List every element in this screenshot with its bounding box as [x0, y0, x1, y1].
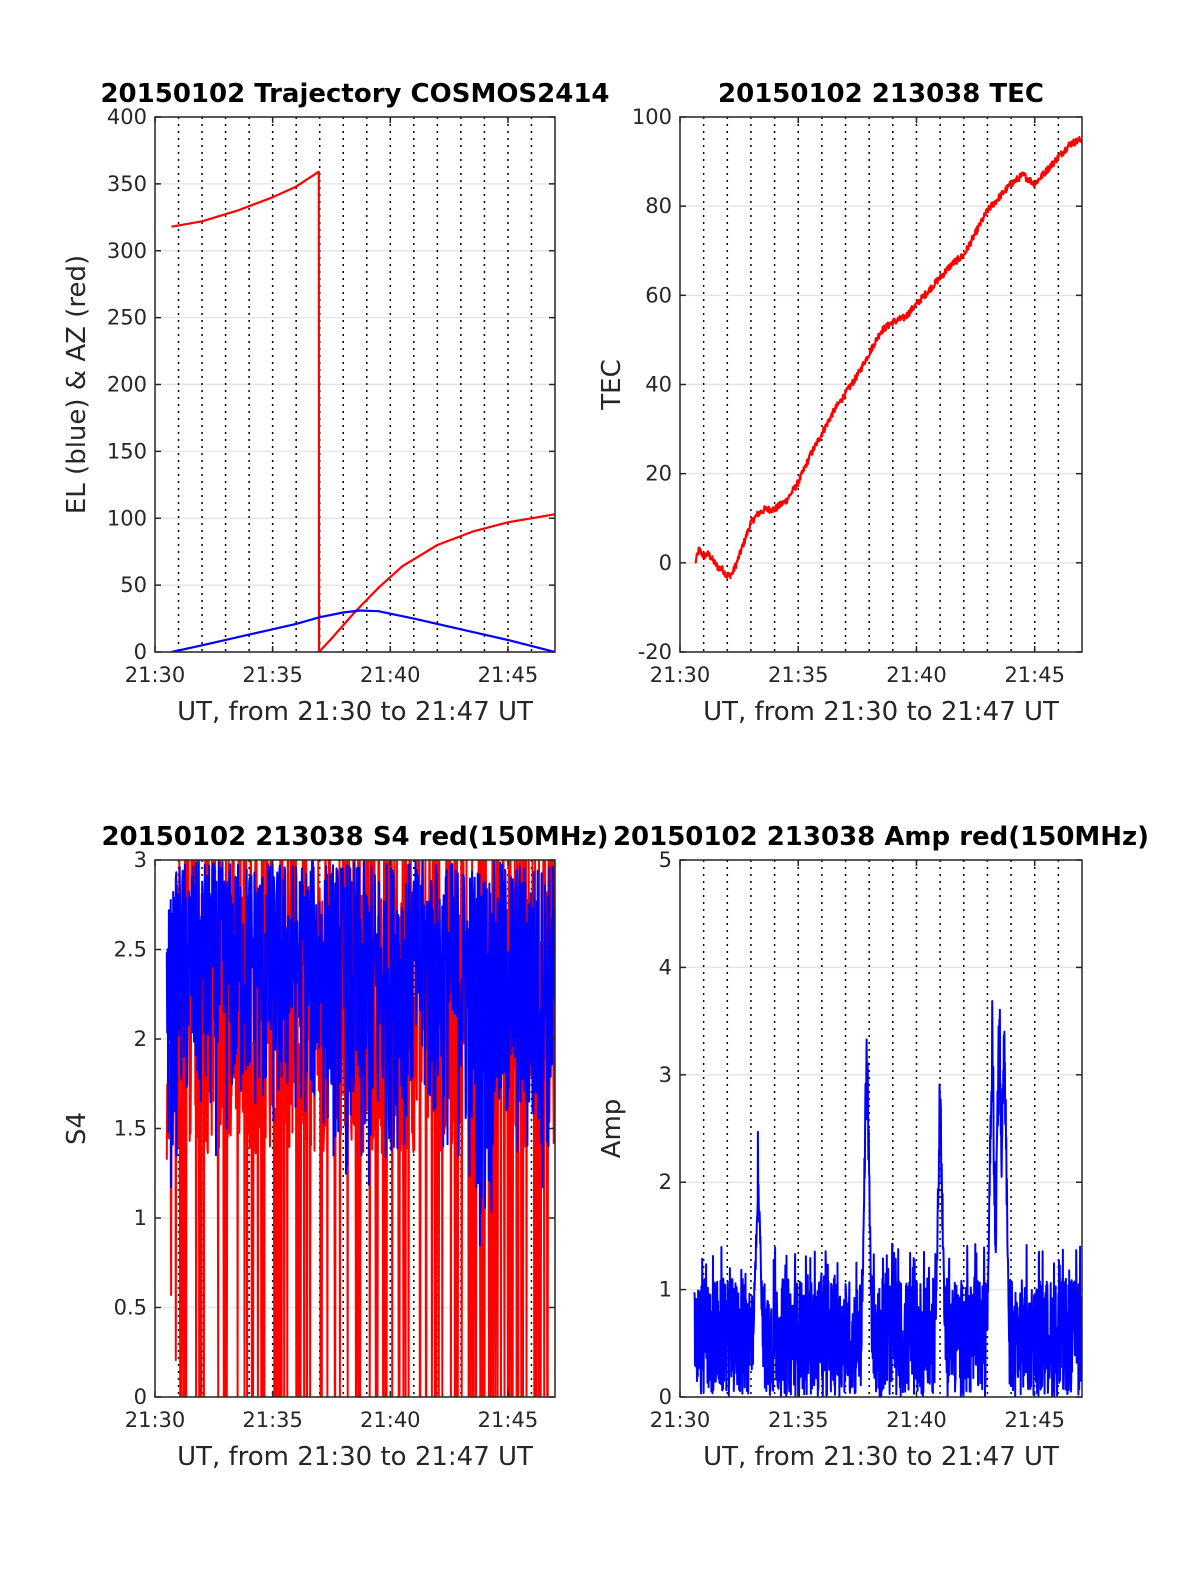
y-tick-label: 100	[107, 506, 147, 530]
y-axis-label: Amp	[597, 1099, 627, 1159]
chart-title: 20150102 213038 TEC	[718, 79, 1044, 109]
y-tick-label: 4	[659, 955, 672, 979]
x-tick-label: 21:30	[125, 663, 186, 687]
y-tick-label: 0	[659, 551, 672, 575]
chart-title: 20150102 213038 S4 red(150MHz)	[101, 822, 608, 852]
y-tick-label: 350	[107, 172, 147, 196]
y-tick-label: 200	[107, 373, 147, 397]
x-tick-label: 21:45	[1004, 1408, 1065, 1432]
y-tick-label: 100	[632, 105, 672, 129]
y-tick-label: 2	[134, 1027, 147, 1051]
y-tick-label: 1.5	[114, 1117, 147, 1141]
chart-title: 20150102 213038 Amp red(150MHz)	[613, 822, 1149, 852]
y-tick-label: 250	[107, 306, 147, 330]
data-layer	[165, 860, 555, 1397]
x-tick-label: 21:45	[478, 663, 539, 687]
x-tick-label: 21:35	[242, 663, 303, 687]
y-axis-label: S4	[62, 1112, 92, 1145]
x-tick-label: 21:35	[242, 1408, 303, 1432]
x-tick-label: 21:45	[478, 1408, 539, 1432]
series-line-1	[165, 860, 555, 1247]
x-tick-label: 21:45	[1004, 663, 1065, 687]
y-tick-label: 150	[107, 439, 147, 463]
data-layer	[694, 135, 1082, 580]
y-tick-label: 0	[659, 1385, 672, 1409]
x-axis-label: UT, from 21:30 to 21:47 UT	[703, 1442, 1059, 1472]
data-layer	[171, 170, 555, 652]
x-axis-label: UT, from 21:30 to 21:47 UT	[703, 697, 1059, 727]
x-tick-label: 21:30	[125, 1408, 186, 1432]
y-tick-label: 1	[659, 1278, 672, 1302]
y-tick-label: 80	[645, 194, 672, 218]
x-tick-label: 21:40	[360, 663, 421, 687]
y-tick-label: 40	[645, 373, 672, 397]
data-layer	[693, 1000, 1082, 1397]
x-axis-label: UT, from 21:30 to 21:47 UT	[177, 1442, 533, 1472]
y-axis-label: EL (blue) & AZ (red)	[62, 255, 92, 514]
series-line-0	[693, 1000, 1082, 1397]
series-line-0	[694, 135, 1082, 580]
series-line-1	[171, 609, 555, 652]
chart-panel-0: 0 50 100 150 200 250 300 350 400 21:30 21:35 21:40 2…	[62, 79, 610, 727]
y-tick-label: 0.5	[114, 1296, 147, 1320]
y-tick-label: -20	[638, 640, 672, 664]
y-tick-label: 0	[134, 1385, 147, 1409]
y-tick-label: 1	[134, 1206, 147, 1230]
chart-panel-2: 0 0.5 1 1.5 2 2.5 3 21:30 21:35 21:40 21:45 2015010…	[62, 822, 609, 1472]
x-tick-label: 21:35	[768, 1408, 829, 1432]
x-tick-label: 21:30	[650, 1408, 711, 1432]
x-axis-label: UT, from 21:30 to 21:47 UT	[177, 697, 533, 727]
y-tick-label: 400	[107, 105, 147, 129]
axes-box	[679, 859, 1083, 1398]
y-tick-label: 3	[659, 1063, 672, 1087]
y-tick-label: 5	[659, 848, 672, 872]
x-tick-label: 21:40	[886, 663, 947, 687]
x-tick-label: 21:30	[650, 663, 711, 687]
chart-title: 20150102 Trajectory COSMOS2414	[100, 79, 609, 109]
y-tick-label: 300	[107, 239, 147, 263]
y-axis-label: TEC	[597, 359, 627, 410]
x-tick-label: 21:40	[886, 1408, 947, 1432]
y-tick-label: 2.5	[114, 938, 147, 962]
x-tick-label: 21:40	[360, 1408, 421, 1432]
y-tick-label: 20	[645, 462, 672, 486]
y-tick-label: 60	[645, 283, 672, 307]
chart-panel-3: 0 1 2 3 4 5 21:30 21:35 21:40 21:45 20150102 21303…	[597, 822, 1149, 1472]
x-tick-label: 21:35	[768, 663, 829, 687]
chart-panel-1: -20 0 20 40 60 80 100 21:30 21:35 21:40 21:45 20150…	[597, 79, 1083, 727]
y-tick-label: 50	[120, 573, 147, 597]
series-line-0	[171, 170, 555, 652]
y-tick-label: 3	[134, 848, 147, 872]
y-tick-label: 2	[659, 1170, 672, 1194]
y-tick-label: 0	[134, 640, 147, 664]
